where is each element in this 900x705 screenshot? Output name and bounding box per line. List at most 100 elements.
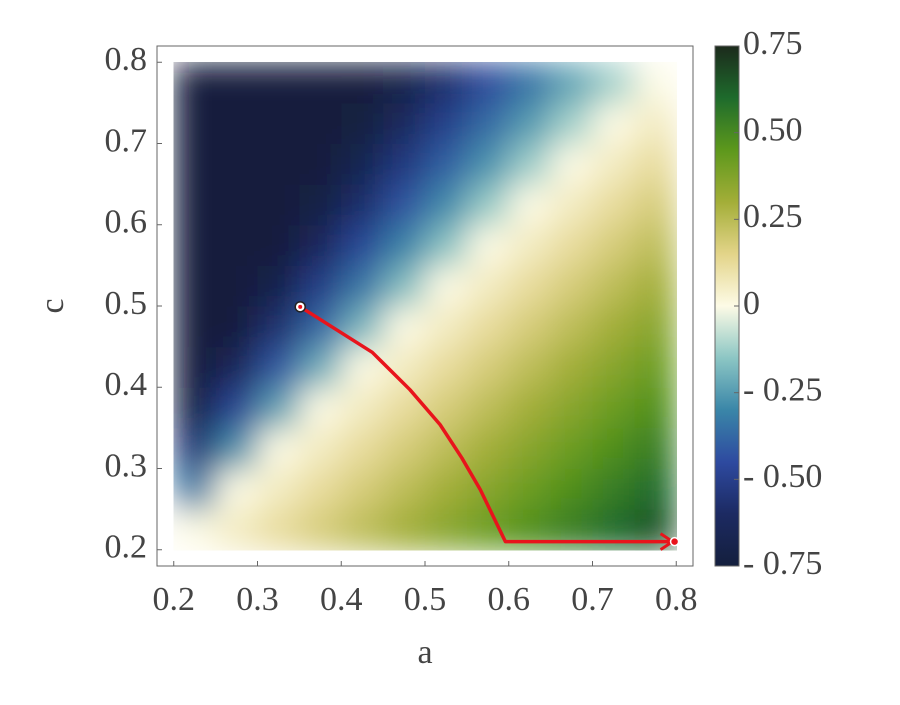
heat-cell: [215, 102, 258, 144]
heat-cell: [257, 387, 300, 429]
heat-cell: [634, 265, 677, 307]
heat-cell: [341, 468, 384, 510]
heat-cell: [173, 468, 217, 510]
heat-cell: [383, 468, 426, 510]
heat-cell: [383, 265, 426, 307]
heat-cell: [215, 387, 258, 429]
heat-cell: [550, 102, 593, 144]
heat-cell: [383, 387, 426, 429]
heat-cell: [341, 387, 384, 429]
heat-cell: [550, 265, 593, 307]
heat-cell: [550, 184, 593, 226]
heat-cell: [173, 224, 217, 266]
heat-cell: [425, 306, 468, 348]
heat-cell: [257, 224, 300, 266]
heat-cell: [173, 346, 217, 388]
heat-cell: [425, 509, 468, 551]
heat-cell: [215, 346, 258, 388]
heat-cell: [341, 102, 384, 144]
heat-cell: [550, 387, 593, 429]
heat-cell: [508, 62, 552, 104]
y-tick-label: 0.4: [105, 366, 148, 403]
heat-cell: [425, 184, 468, 226]
x-tick-label: 0.2: [153, 581, 196, 618]
heat-cell: [508, 102, 552, 144]
y-tick-label: 0.7: [105, 122, 148, 159]
heat-cell: [466, 346, 510, 388]
heat-cell: [550, 346, 593, 388]
heat-cell: [425, 346, 468, 388]
heat-cell: [425, 387, 468, 429]
heat-cell: [466, 387, 510, 429]
heat-cell: [466, 265, 510, 307]
heat-cell: [299, 224, 342, 266]
heat-cell: [215, 143, 258, 185]
heat-cell: [425, 468, 468, 510]
heat-cell: [592, 509, 635, 551]
heat-cell: [299, 184, 342, 226]
y-tick-label: 0.2: [105, 529, 148, 566]
heat-cell: [341, 184, 384, 226]
heat-cell: [257, 509, 300, 551]
heat-cell: [257, 468, 300, 510]
heat-cell: [634, 184, 677, 226]
colorbar-tick-label: - 0.25: [743, 371, 822, 408]
heat-cell: [173, 184, 217, 226]
heat-cell: [466, 306, 510, 348]
heat-cell: [257, 427, 300, 469]
heat-cell: [508, 306, 552, 348]
heat-cell: [299, 102, 342, 144]
heat-cell: [383, 143, 426, 185]
x-tick-label: 0.5: [404, 581, 447, 618]
x-tick-label: 0.4: [320, 581, 363, 618]
heat-cell: [634, 306, 677, 348]
heat-cell: [592, 265, 635, 307]
heat-cell: [299, 468, 342, 510]
heat-cell: [508, 184, 552, 226]
heat-cell: [466, 427, 510, 469]
heat-cell: [341, 509, 384, 551]
heat-cell: [341, 427, 384, 469]
heat-cell: [425, 102, 468, 144]
heat-cell: [383, 62, 426, 104]
x-tick-label: 0.8: [655, 581, 698, 618]
heat-cell: [634, 468, 677, 510]
heat-cell: [173, 102, 217, 144]
heat-cell: [466, 184, 510, 226]
heat-cell: [508, 143, 552, 185]
heat-cell: [466, 143, 510, 185]
heat-cell: [299, 427, 342, 469]
heat-cell: [257, 62, 300, 104]
heat-cell: [257, 102, 300, 144]
heat-cell: [508, 468, 552, 510]
heat-cell: [173, 509, 217, 551]
heat-cell: [466, 509, 510, 551]
heat-cell: [550, 427, 593, 469]
heat-cell: [257, 184, 300, 226]
heat-cell: [257, 306, 300, 348]
heat-cell: [341, 224, 384, 266]
heat-cell: [383, 224, 426, 266]
heat-cell: [299, 346, 342, 388]
heat-cell: [215, 224, 258, 266]
heat-cell: [425, 62, 468, 104]
heat-cell: [215, 427, 258, 469]
heat-cell: [425, 265, 468, 307]
heat-cell: [383, 346, 426, 388]
heat-cell: [425, 143, 468, 185]
heat-cell: [550, 143, 593, 185]
heat-cell: [592, 102, 635, 144]
heat-cell: [508, 387, 552, 429]
heat-cell: [383, 306, 426, 348]
heat-cell: [466, 62, 510, 104]
heat-cell: [341, 62, 384, 104]
heat-cell: [592, 306, 635, 348]
heat-cell: [634, 387, 677, 429]
heat-cell: [215, 184, 258, 226]
y-tick-label: 0.5: [105, 285, 148, 322]
heat-cell: [508, 265, 552, 307]
path-endpoint: [669, 536, 680, 547]
colorbar-tick-label: 0.25: [743, 198, 803, 235]
heat-cell: [425, 224, 468, 266]
